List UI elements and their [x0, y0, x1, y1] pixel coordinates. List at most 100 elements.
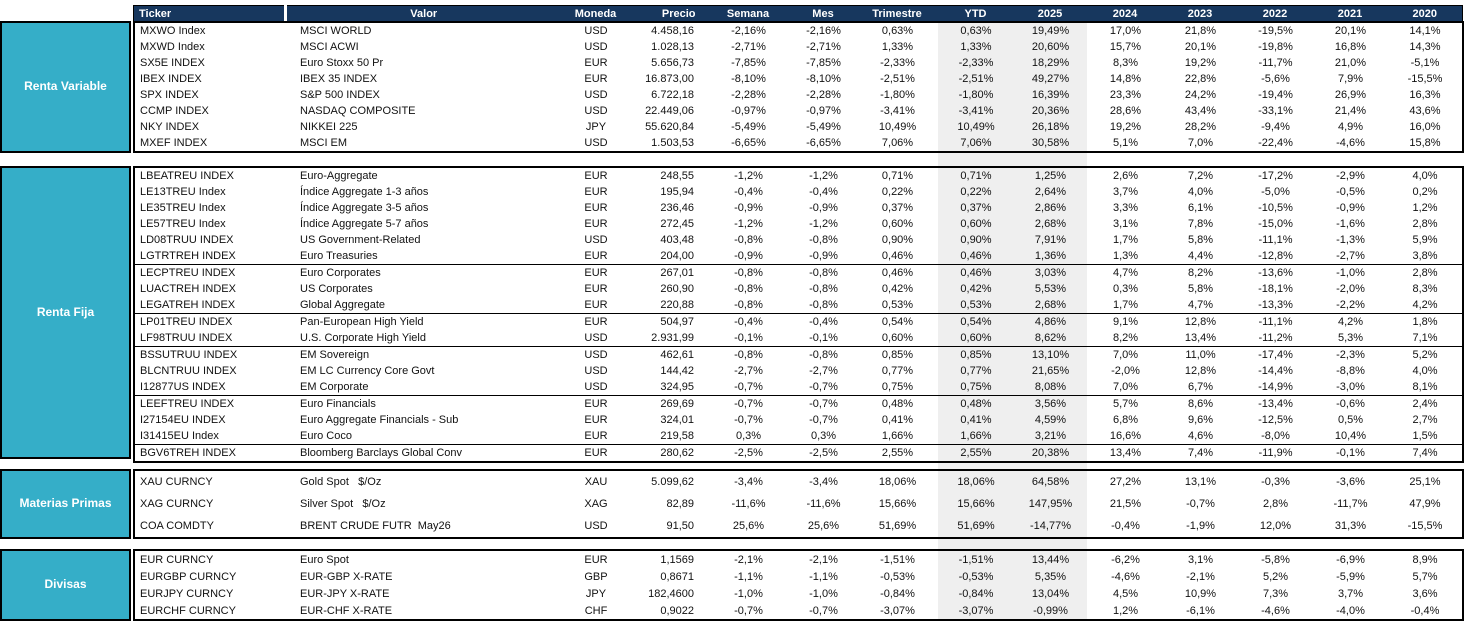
cell-valor: Pan-European High Yield	[286, 313, 561, 330]
cell-ytd: 18,06%	[957, 476, 995, 488]
cell-ytd: 0,37%	[960, 202, 992, 214]
cell-valor: MSCI EM	[300, 137, 348, 149]
cell-y2022: -9,4%	[1261, 121, 1290, 133]
cell-y2021: -1,3%	[1336, 234, 1365, 246]
cell-y2024: 3,3%	[1112, 202, 1139, 214]
cell-y2023: 4,4%	[1187, 250, 1214, 262]
cell-y2025: -14,77%	[1030, 520, 1071, 532]
cell-y2023: 10,9%	[1184, 587, 1217, 600]
cell-moneda: USD	[584, 137, 608, 149]
cell-valor: BRENT CRUDE FUTR May26	[300, 520, 451, 532]
cell-ytd: 0,77%	[960, 365, 992, 377]
cell-mes: -0,7%	[809, 381, 838, 393]
cell-trimestre: 0,60%	[881, 332, 914, 344]
cell-y2022: -14,9%	[1258, 381, 1293, 393]
cell-y2025: 16,39%	[1031, 89, 1070, 101]
cell-trimestre: 0,60%	[881, 218, 914, 230]
cell-y2024: 19,2%	[1109, 121, 1142, 133]
cell-semana: -7,85%	[731, 57, 766, 69]
cell-valor: Índice Aggregate 3-5 años	[300, 202, 429, 214]
cell-ticker: BSSUTRUU INDEX	[134, 346, 286, 363]
cell-y2025: 49,27%	[1031, 73, 1070, 85]
cell-y2022: -12,5%	[1258, 414, 1293, 426]
column-header-valor: Valor	[285, 5, 561, 22]
cell-trimestre: -0,84%	[880, 587, 915, 600]
cell-ytd: 0,60%	[960, 218, 992, 230]
cell-semana: -0,7%	[706, 395, 791, 412]
cell-y2025: 13,04%	[1031, 587, 1070, 600]
table-row: I12877US INDEX EM Corporate USD 324,95 -0,7%…	[134, 379, 1463, 396]
table-row: I27154EU INDEX Euro Aggregate Financials …	[134, 412, 1463, 428]
cell-trimestre: 7,06%	[881, 137, 914, 149]
cell-y2020: -15,5%	[1407, 73, 1443, 85]
cell-mes: -2,16%	[806, 25, 841, 37]
cell-y2023: 5,8%	[1187, 234, 1214, 246]
cell-y2023: 7,4%	[1163, 444, 1238, 462]
cell-mes: -2,71%	[806, 41, 841, 53]
column-header-semana: Semana	[705, 5, 791, 22]
cell-trimestre: 0,53%	[881, 299, 914, 311]
cell-ytd: 15,66%	[957, 498, 995, 510]
table-row: MXEF INDEX MSCI EM USD 1.503,53 -6,65% -6,65%…	[134, 135, 1463, 152]
cell-trimestre: 0,54%	[856, 313, 939, 330]
cell-moneda: EUR	[561, 264, 631, 281]
table-row: LP01TREU INDEX Pan-European High Yield EUR…	[134, 313, 1463, 330]
cell-y2020: 4,2%	[1412, 299, 1438, 311]
cell-y2021: -2,9%	[1336, 170, 1365, 182]
cell-valor: Silver Spot $/Oz	[300, 498, 386, 510]
table-row: BSSUTRUU INDEX EM Sovereign USD 462,61 -0,8%…	[134, 346, 1463, 363]
table-row: LE57TREU Index Índice Aggregate 5-7 años E…	[134, 216, 1463, 232]
cell-mes: -1,2%	[809, 170, 838, 182]
cell-y2022: -18,1%	[1258, 283, 1293, 295]
cell-mes: -0,8%	[809, 283, 838, 295]
cell-y2022: -33,1%	[1258, 105, 1293, 117]
cell-y2023: 28,2%	[1184, 121, 1217, 133]
cell-mes: -8,10%	[806, 73, 841, 85]
cell-ytd: 0,75%	[960, 381, 992, 393]
cell-ytd: 10,49%	[957, 121, 995, 133]
cell-mes: -0,4%	[791, 313, 856, 330]
cell-mes: -2,7%	[809, 365, 838, 377]
cell-ytd: 1,66%	[960, 430, 992, 442]
cell-y2022: -5,8%	[1261, 553, 1290, 566]
cell-trimestre: 2,55%	[856, 444, 939, 462]
cell-valor: Euro-Aggregate	[300, 170, 378, 182]
cell-semana: -3,4%	[734, 476, 763, 488]
cell-y2025: 4,59%	[1034, 414, 1067, 426]
cell-y2022: -5,0%	[1261, 186, 1290, 198]
cell-y2020: 0,2%	[1412, 186, 1438, 198]
cell-y2025: 20,60%	[1031, 41, 1070, 53]
cell-y2024: 3,1%	[1112, 218, 1139, 230]
cell-y2020: -5,1%	[1410, 57, 1440, 69]
cell-valor: EUR-JPY X-RATE	[300, 587, 390, 600]
cell-semana: -0,9%	[734, 202, 763, 214]
cell-precio: 195,94	[660, 186, 694, 198]
cell-precio: 204,00	[660, 250, 694, 262]
cell-y2025: 5,53%	[1034, 283, 1067, 295]
cell-semana: 25,6%	[732, 520, 765, 532]
cell-moneda: EUR	[561, 395, 631, 412]
section-label-divisas: Divisas	[0, 549, 131, 621]
cell-ytd: 0,41%	[960, 414, 992, 426]
cell-y2021: -6,9%	[1336, 553, 1365, 566]
cell-y2024: 14,8%	[1109, 73, 1142, 85]
cell-ytd: 0,42%	[960, 283, 992, 295]
table-row: I31415EU Index Euro Coco EUR 219,58 0,3% 0,3%…	[134, 428, 1463, 445]
cell-precio: 324,95	[660, 381, 694, 393]
cell-y2022: -19,4%	[1258, 89, 1293, 101]
cell-ticker: MXWO Index	[140, 25, 206, 37]
cell-y2020: 2,4%	[1388, 395, 1463, 412]
cell-mes: -3,4%	[809, 476, 838, 488]
cell-semana: -1,2%	[734, 170, 763, 182]
section-label-renta-variable: Renta Variable	[0, 21, 131, 153]
cell-ticker: EURJPY CURNCY	[140, 587, 234, 600]
cell-y2025: 13,44%	[1031, 553, 1070, 566]
cell-y2023: 12,8%	[1163, 313, 1238, 330]
column-header-y2021: 2021	[1312, 5, 1388, 22]
cell-moneda: EUR	[561, 444, 631, 462]
cell-moneda: EUR	[584, 218, 608, 230]
table-row: CCMP INDEX NASDAQ COMPOSITE USD 22.449,06 -0…	[134, 103, 1463, 119]
cell-precio: 4.458,16	[651, 25, 694, 37]
cell-trimestre: -3,41%	[880, 105, 915, 117]
cell-ticker: IBEX INDEX	[140, 73, 202, 85]
